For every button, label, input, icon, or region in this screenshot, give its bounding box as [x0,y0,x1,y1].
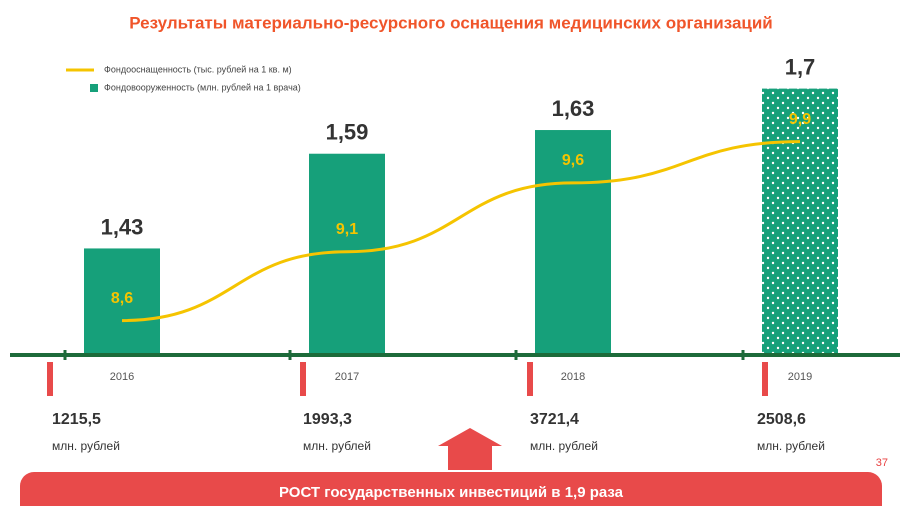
line-value-label: 8,6 [111,290,133,307]
x-tick-label: 2016 [110,371,134,383]
investment-value: 1993,3 [303,411,352,428]
x-tick-label: 2019 [788,371,812,383]
bar-pattern [762,88,838,355]
bar-value-label: 1,59 [326,120,369,145]
x-tick-label: 2018 [561,371,585,383]
bar [535,130,611,355]
bar-value-label: 1,63 [552,96,595,121]
line [121,140,801,323]
line-value-label: 9,6 [562,152,584,169]
banner-text: РОСТ государственных инвестиций в 1,9 ра… [279,484,624,501]
legend-swatch [90,84,98,92]
bar-value-label: 1,43 [101,214,144,239]
investment-value: 3721,4 [530,411,579,428]
investment-value: 2508,6 [757,411,806,428]
legend-label: Фондооснащенность (тыс. рублей на 1 кв. … [104,64,292,74]
investment-unit: млн. рублей [303,439,371,453]
investment-value: 1215,5 [52,411,101,428]
arrow [438,428,502,470]
line-value-label: 9,9 [789,111,811,128]
red-marker [300,362,306,396]
legend-label: Фондовооруженность (млн. рублей на 1 вра… [104,82,301,92]
red-marker [527,362,533,396]
red-marker [762,362,768,396]
banner [20,472,882,506]
bar [84,248,160,355]
bar-value-label: 1,7 [785,54,816,79]
investment-unit: млн. рублей [530,439,598,453]
red-marker [47,362,53,396]
investment-unit: млн. рублей [52,439,120,453]
line-value-label: 9,1 [336,221,358,238]
investment-unit: млн. рублей [757,439,825,453]
page-number: 37 [876,457,888,469]
x-tick-label: 2017 [335,371,359,383]
title: Результаты материально-ресурсного оснаще… [129,13,773,32]
